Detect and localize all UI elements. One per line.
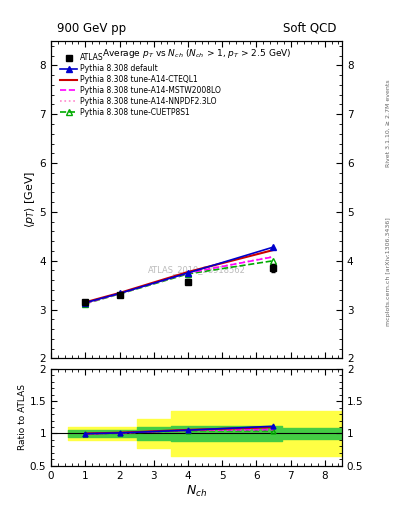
Pythia 8.308 tune-CUETP8S1 <box>185 271 190 277</box>
Line: Pythia 8.308 default: Pythia 8.308 default <box>83 244 276 306</box>
Legend: ATLAS, Pythia 8.308 default, Pythia 8.308 tune-A14-CTEQL1, Pythia 8.308 tune-A14: ATLAS, Pythia 8.308 default, Pythia 8.30… <box>58 51 223 119</box>
X-axis label: $N_{ch}$: $N_{ch}$ <box>186 483 207 499</box>
Text: Average $p_{T}$ vs $N_{ch}$ ($N_{ch}$ > 1, $p_{T}$ > 2.5 GeV): Average $p_{T}$ vs $N_{ch}$ ($N_{ch}$ > … <box>102 47 291 60</box>
Pythia 8.308 tune-A14-NNPDF2.3LO <box>117 290 122 296</box>
Text: ATLAS_2010_S8918562: ATLAS_2010_S8918562 <box>147 265 246 274</box>
Line: Pythia 8.308 tune-A14-CTEQL1: Pythia 8.308 tune-A14-CTEQL1 <box>85 250 274 302</box>
Text: Rivet 3.1.10, ≥ 2.7M events: Rivet 3.1.10, ≥ 2.7M events <box>386 79 391 167</box>
Pythia 8.308 default <box>185 270 190 276</box>
Pythia 8.308 default <box>83 300 88 306</box>
Pythia 8.308 tune-A14-MSTW2008LO <box>83 300 88 306</box>
Pythia 8.308 tune-A14-NNPDF2.3LO <box>83 300 88 306</box>
Line: Pythia 8.308 tune-A14-MSTW2008LO: Pythia 8.308 tune-A14-MSTW2008LO <box>85 257 274 303</box>
Pythia 8.308 tune-A14-NNPDF2.3LO <box>185 270 190 276</box>
Pythia 8.308 tune-A14-MSTW2008LO <box>117 290 122 296</box>
Pythia 8.308 tune-A14-MSTW2008LO <box>271 254 276 260</box>
Pythia 8.308 default <box>117 290 122 296</box>
Pythia 8.308 tune-A14-CTEQL1 <box>83 299 88 305</box>
Pythia 8.308 tune-CUETP8S1 <box>271 258 276 264</box>
Text: mcplots.cern.ch [arXiv:1306.3436]: mcplots.cern.ch [arXiv:1306.3436] <box>386 217 391 326</box>
Line: Pythia 8.308 tune-A14-NNPDF2.3LO: Pythia 8.308 tune-A14-NNPDF2.3LO <box>85 257 274 303</box>
Pythia 8.308 default <box>271 244 276 250</box>
Line: Pythia 8.308 tune-CUETP8S1: Pythia 8.308 tune-CUETP8S1 <box>83 258 276 307</box>
Text: 900 GeV pp: 900 GeV pp <box>57 22 126 35</box>
Y-axis label: Ratio to ATLAS: Ratio to ATLAS <box>18 385 27 450</box>
Pythia 8.308 tune-A14-NNPDF2.3LO <box>271 253 276 260</box>
Pythia 8.308 tune-CUETP8S1 <box>83 301 88 307</box>
Pythia 8.308 tune-A14-CTEQL1 <box>117 290 122 296</box>
Pythia 8.308 tune-CUETP8S1 <box>117 291 122 297</box>
Text: Soft QCD: Soft QCD <box>283 22 336 35</box>
Pythia 8.308 tune-A14-MSTW2008LO <box>185 270 190 276</box>
Pythia 8.308 tune-A14-CTEQL1 <box>271 247 276 253</box>
Pythia 8.308 tune-A14-CTEQL1 <box>185 269 190 275</box>
Y-axis label: $\langle p_T \rangle$ [GeV]: $\langle p_T \rangle$ [GeV] <box>23 171 37 228</box>
